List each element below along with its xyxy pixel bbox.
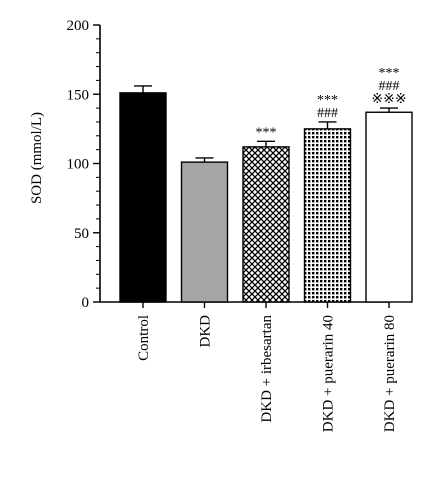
significance-annotations: ******###***###※※※ (256, 66, 407, 140)
bar-3 (303, 128, 352, 303)
significance-mark-4-1: ### (379, 79, 400, 94)
bar-4 (365, 111, 413, 303)
y-tick-label: 200 (67, 18, 90, 34)
bar-1 (180, 161, 229, 303)
y-tick-label: 50 (74, 226, 89, 242)
significance-mark-4-0: *** (379, 66, 400, 81)
significance-mark-4-2: ※※※ (371, 92, 406, 107)
bars (119, 85, 413, 303)
category-label-4: DKD + puerarin 80 (382, 315, 398, 432)
category-label-1: DKD (198, 315, 214, 348)
category-labels: Control DKD DKD + irbesartan DKD + puerarin… (136, 315, 398, 433)
significance-mark-3-1: ### (317, 106, 338, 121)
y-axis-title: SOD (mmol/L) (29, 112, 45, 204)
category-label-3: DKD + puerarin 40 (321, 315, 337, 432)
bar-2 (242, 146, 290, 303)
category-label-2: DKD + irbesartan (259, 315, 275, 423)
y-tick-label: 0 (82, 295, 90, 311)
y-tick-label: 100 (67, 157, 90, 173)
category-label-0: Control (136, 315, 152, 361)
significance-mark-3-0: *** (317, 93, 338, 108)
bar-0 (119, 92, 167, 303)
y-tick-label: 150 (67, 87, 90, 103)
significance-mark-2-0: *** (256, 125, 277, 140)
